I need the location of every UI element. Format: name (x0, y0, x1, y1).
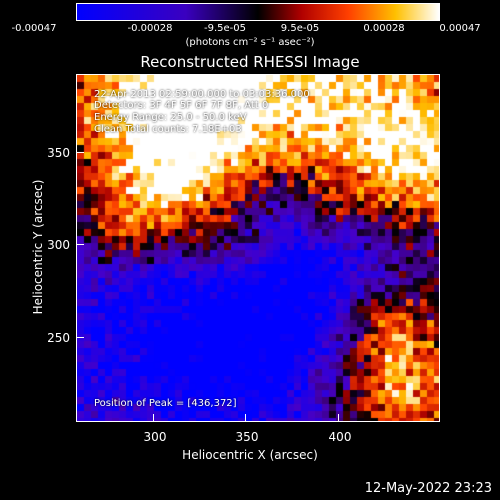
peak-position-label: Position of Peak = [436,372] (94, 398, 237, 409)
y-tick-label: 300 (47, 238, 70, 252)
y-tick-mark (76, 152, 84, 153)
x-tick-label: 350 (235, 430, 259, 444)
heatmap-image (77, 75, 439, 421)
x-tick-mark (338, 414, 339, 422)
y-tick-label: 250 (47, 331, 70, 345)
x-axis-label: Heliocentric X (arcsec) (182, 448, 318, 462)
timestamp-footer: 12-May-2022 23:23 (364, 481, 492, 496)
energy-range-label: Energy Range: 25.0 - 50.0 keV (94, 112, 247, 123)
y-axis-label: Heliocentric Y (arcsec) (31, 179, 45, 315)
time-range-label: 22-Apr-2013 02:59:00.000 to 03:03:36.000 (94, 89, 310, 100)
colorbar-tick: -0.00028 (127, 23, 173, 34)
y-tick-label: 350 (47, 146, 70, 160)
plot-title: Reconstructed RHESSI Image (140, 53, 360, 71)
x-tick-label: 400 (328, 430, 352, 444)
colorbar-tick: 0.00028 (363, 23, 405, 34)
clean-counts-label: Clean Total counts: 7.18E+03 (94, 124, 242, 135)
colorbar-units: (photons cm⁻² s⁻¹ asec⁻²) (185, 37, 315, 48)
plot-area: 22-Apr-2013 02:59:00.000 to 03:03:36.000… (76, 74, 440, 422)
colorbar-tick: 9.5e-05 (280, 23, 320, 34)
x-tick-mark (245, 414, 246, 422)
x-tick-label: 300 (143, 430, 167, 444)
colorbar-tick: -0.00047 (11, 23, 57, 34)
x-tick-mark (153, 414, 154, 422)
colorbar-tick: 0.00047 (439, 23, 481, 34)
colorbar-tick: -9.5e-05 (204, 23, 246, 34)
y-tick-mark (76, 244, 84, 245)
y-tick-mark (76, 337, 84, 338)
colorbar (76, 3, 440, 21)
detectors-label: Detectors: 3F 4F 5F 6F 7F 8F, Att 0 (94, 100, 269, 111)
